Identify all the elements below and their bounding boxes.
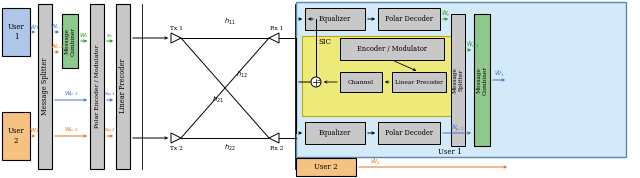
Bar (378, 8, 440, 30)
Text: User 2: User 2 (314, 163, 338, 171)
Polygon shape (269, 133, 279, 143)
Text: $\hat{W}_c$: $\hat{W}_c$ (441, 9, 451, 19)
Text: $h_{11}$: $h_{11}$ (224, 17, 236, 27)
Bar (302, 36, 456, 116)
Bar (392, 72, 446, 92)
Text: Message Splitter: Message Splitter (41, 57, 49, 115)
Text: Linear Precoder: Linear Precoder (119, 59, 127, 113)
Text: Tx 2: Tx 2 (170, 146, 182, 151)
Text: User 1: User 1 (438, 148, 462, 156)
Text: Encoder / Modulator: Encoder / Modulator (357, 45, 427, 53)
Bar (340, 72, 382, 92)
Text: SIC: SIC (319, 38, 332, 46)
Polygon shape (269, 33, 279, 43)
Text: $W_{c,1}$: $W_{c,1}$ (50, 23, 64, 31)
Bar (474, 14, 490, 146)
Text: $s_c$: $s_c$ (106, 32, 114, 40)
Text: $s_{p,2}$: $s_{p,2}$ (104, 126, 116, 136)
Text: $W_2$: $W_2$ (29, 127, 39, 135)
Text: Polar Decoder: Polar Decoder (385, 15, 433, 23)
Bar (90, 4, 104, 169)
Text: $\hat{W}_{c,1}$: $\hat{W}_{c,1}$ (466, 39, 480, 49)
Text: $W_{p,2}$: $W_{p,2}$ (63, 126, 78, 136)
Text: Message
Combiner: Message Combiner (477, 66, 488, 95)
Text: $\hat{W}_1$: $\hat{W}_1$ (493, 69, 504, 79)
Text: $W_{p,1}$: $W_{p,1}$ (63, 90, 78, 100)
Text: Equalizer: Equalizer (319, 15, 351, 23)
Text: Polar Decoder: Polar Decoder (385, 129, 433, 137)
Bar (305, 122, 365, 144)
Text: Channel: Channel (348, 80, 374, 85)
Text: Message
Splitter: Message Splitter (452, 67, 463, 93)
Bar (116, 4, 130, 169)
Text: −: − (317, 78, 321, 83)
Text: Tx 1: Tx 1 (170, 25, 182, 30)
Bar (2, 8, 30, 56)
Text: User
1: User 1 (8, 23, 24, 41)
Text: $W_c$: $W_c$ (79, 32, 89, 40)
Text: Message
Combiner: Message Combiner (65, 27, 76, 56)
Text: $h_{21}$: $h_{21}$ (212, 95, 224, 105)
Bar (2, 112, 30, 160)
Bar (38, 4, 52, 169)
Text: $\hat{W}_{p,1}$: $\hat{W}_{p,1}$ (450, 122, 465, 134)
Text: User
2: User 2 (8, 127, 24, 145)
Bar (451, 14, 465, 146)
Text: $h_{12}$: $h_{12}$ (236, 70, 248, 80)
Text: Linear Precoder: Linear Precoder (395, 80, 443, 85)
Polygon shape (171, 33, 181, 43)
Text: Rx 1: Rx 1 (270, 25, 284, 30)
Text: $h_{22}$: $h_{22}$ (224, 143, 236, 153)
Circle shape (311, 77, 321, 87)
Polygon shape (171, 133, 181, 143)
Text: Equalizer: Equalizer (319, 129, 351, 137)
Bar (340, 38, 444, 60)
Text: $s_{p,1}$: $s_{p,1}$ (104, 90, 116, 100)
Text: $W_{c,2}$: $W_{c,2}$ (50, 43, 64, 51)
Text: Rx 2: Rx 2 (270, 146, 284, 151)
Bar (62, 14, 78, 68)
Text: Polar Encoder / Modulator: Polar Encoder / Modulator (95, 44, 99, 128)
Bar (378, 122, 440, 144)
Text: $\hat{W}_2$: $\hat{W}_2$ (370, 157, 380, 167)
Bar (296, 2, 626, 157)
Bar (296, 158, 356, 176)
Text: $W_1$: $W_1$ (29, 23, 39, 32)
Bar (305, 8, 365, 30)
